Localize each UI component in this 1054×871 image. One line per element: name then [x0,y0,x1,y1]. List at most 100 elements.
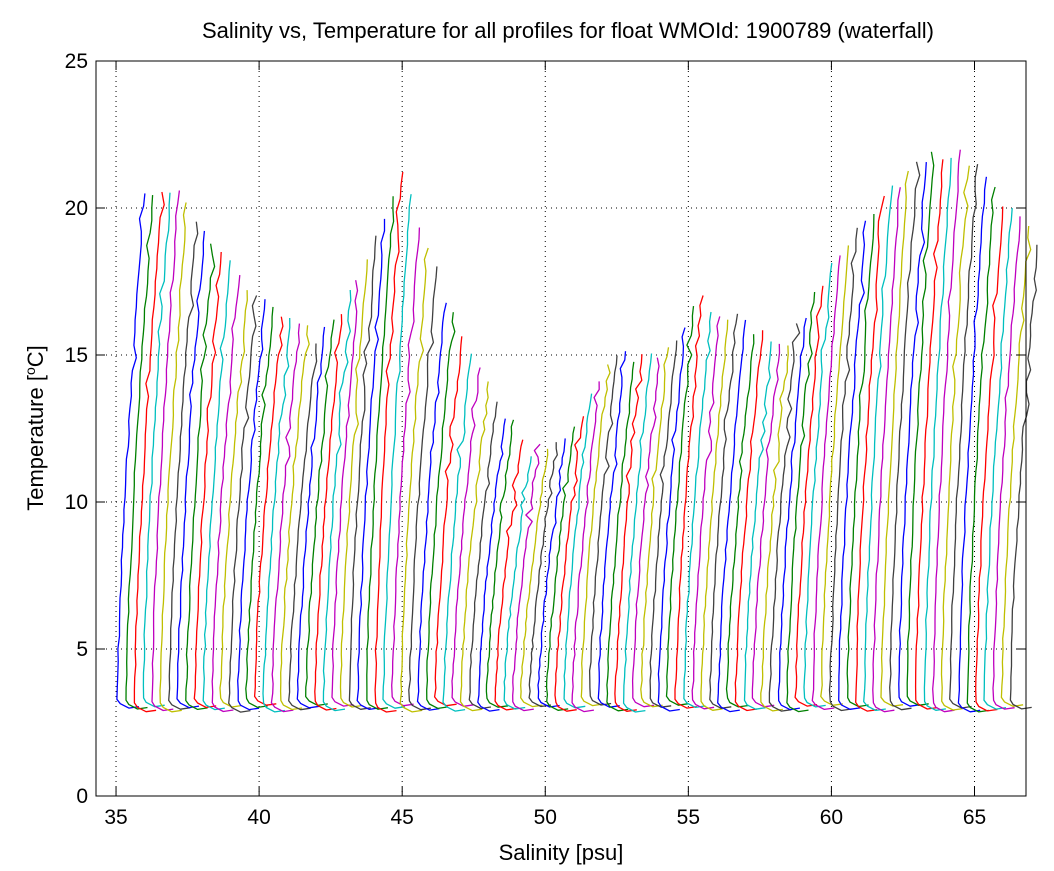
profile-line-64 [665,306,695,706]
profile-line-92 [906,151,935,706]
profile-line-104 [1009,244,1038,710]
profile-line-87 [863,185,894,712]
profile-line-60 [631,357,660,708]
profile-line-3 [142,192,171,708]
profile-line-36 [426,312,456,710]
profile-line-37 [433,336,463,707]
profile-line-40 [459,381,489,712]
profile-line-95 [932,149,961,713]
y-axis-label-superscript: o [22,367,38,375]
profile-line-85 [846,213,875,708]
profile-line-59 [622,353,653,713]
y-tick-label: 0 [76,785,88,808]
x-tick-label: 40 [247,806,270,829]
profile-line-101 [983,208,1013,710]
profile-line-21 [296,326,326,709]
profile-line-86 [855,195,885,712]
profile-line-88 [872,187,901,713]
profile-line-58 [614,354,643,712]
profile-line-29 [366,196,395,710]
profile-line-20 [288,343,318,711]
profile-line-6 [168,221,199,710]
profile-line-5 [159,202,187,713]
profile-line-93 [914,159,944,710]
chart-title: Salinity vs, Temperature for all profile… [202,18,934,43]
profile-line-100 [975,206,1004,712]
y-tick-label: 15 [65,344,88,367]
y-tick-label: 10 [65,491,88,514]
profile-line-12 [219,290,248,708]
profile-line-24 [322,289,352,712]
profile-line-17 [262,317,291,713]
y-tick-label: 20 [65,197,88,220]
profile-line-67 [691,316,721,710]
profile-line-82 [820,245,850,706]
profile-line-65 [674,295,704,709]
profile-line-102 [992,216,1021,710]
profile-line-55 [588,355,618,706]
profile-line-42 [477,418,506,712]
profile-line-44 [494,439,524,711]
profile-line-97 [949,163,979,709]
profile-line-54 [580,364,611,707]
profile-line-22 [305,319,335,707]
profile-line-41 [468,401,498,710]
profile-line-23 [314,314,343,711]
axis-ticks: 35 40 45 50 55 60 65 0 5 10 15 20 25 [65,50,1026,829]
profile-line-26 [339,259,368,708]
profile-line-66 [683,311,712,709]
profile-line-28 [356,218,386,711]
profile-line-34 [408,266,438,711]
profile-line-103 [1000,225,1032,707]
x-axis-label: Salinity [psu] [499,840,624,865]
profile-line-61 [640,347,670,708]
profile-line-7 [176,230,206,709]
profile-line-74 [751,343,781,708]
profile-line-91 [898,162,927,707]
profile-line-80 [803,262,833,708]
profile-line-48 [528,442,558,708]
profile-line-50 [545,426,576,711]
profile-line-35 [416,302,447,711]
profile-line-81 [811,255,841,711]
profile-line-49 [537,438,566,708]
profile-line-79 [794,285,824,707]
profile-line-13 [228,295,258,713]
profile-line-90 [889,161,921,711]
profile-line-18 [270,323,301,713]
profile-line-63 [657,327,686,712]
profile-line-31 [382,194,412,709]
profile-line-39 [451,367,481,707]
y-axis-label: Temperature [oC] [22,345,48,511]
profile-line-47 [520,448,549,708]
profile-line-71 [725,334,755,708]
profile-line-33 [399,247,429,713]
profile-line-96 [940,165,970,711]
profile-line-46 [512,443,541,712]
profile-line-72 [734,330,764,712]
axes-frame [95,60,1027,797]
profile-line-16 [253,316,284,706]
profile-line-51 [554,416,585,712]
profile-line-57 [606,361,635,712]
x-tick-label: 60 [820,806,843,829]
profile-line-62 [649,340,678,708]
profile-line-4 [151,190,181,712]
profile-line-25 [331,280,359,707]
y-tick-label: 5 [76,638,88,661]
profile-line-75 [760,345,789,712]
profile-line-8 [185,243,216,711]
profile-line-78 [786,291,816,713]
profile-line-76 [768,323,801,712]
profile-line-94 [923,157,952,711]
profile-line-14 [237,299,266,711]
profile-line-83 [828,227,858,712]
profile-line-9 [193,251,222,709]
plot-area [116,149,1038,713]
profile-line-84 [838,220,867,710]
profile-line-30 [374,171,404,713]
x-tick-label: 45 [391,806,414,829]
profile-line-56 [597,351,627,708]
profile-line-11 [211,275,241,713]
